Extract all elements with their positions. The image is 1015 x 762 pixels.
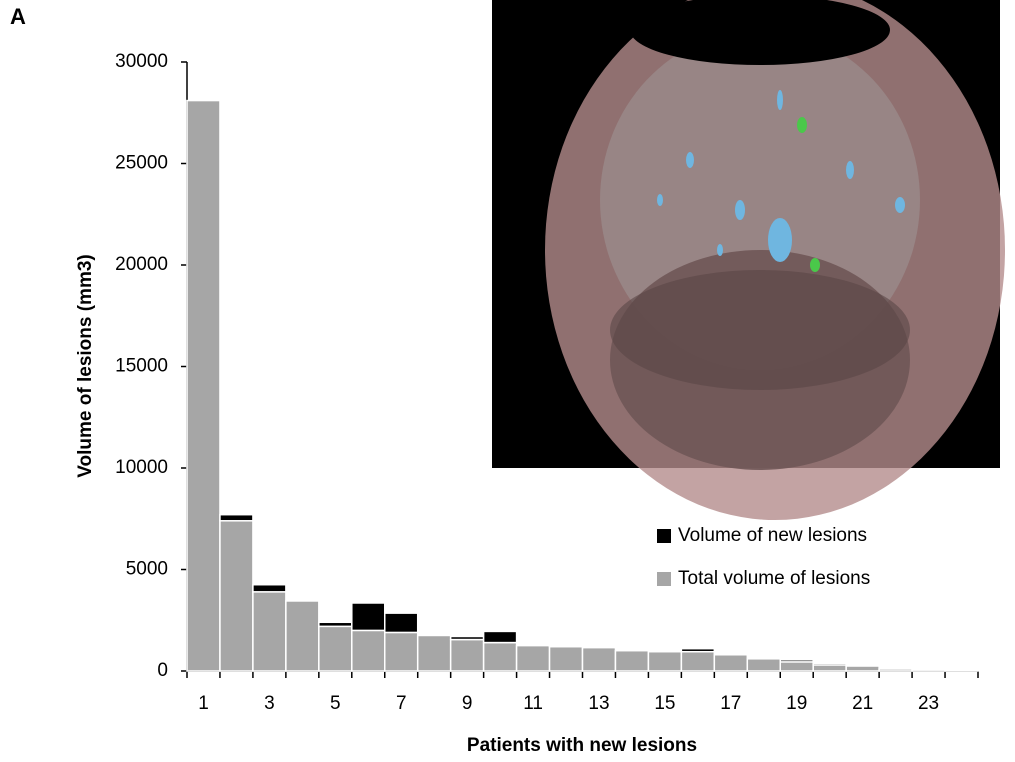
- bar-segment: [845, 665, 880, 672]
- bar-segment: [449, 635, 485, 641]
- x-tick-label: 19: [786, 693, 807, 714]
- legend-swatch: [657, 529, 671, 543]
- y-tick-label: 10000: [115, 457, 168, 478]
- x-tick-label: 11: [523, 693, 543, 714]
- bar-segment: [614, 649, 650, 672]
- y-tick-label: 25000: [115, 153, 168, 174]
- bar-segment: [581, 646, 617, 672]
- bar-segment: [482, 630, 518, 644]
- bar-segment: [911, 668, 946, 672]
- y-axis-title: Volume of lesions (mm3): [75, 254, 96, 477]
- x-tick-label: 9: [462, 693, 473, 714]
- bar-segment: [351, 629, 386, 672]
- bar-segment: [515, 644, 551, 672]
- bar-segment: [219, 513, 254, 522]
- x-tick-label: 5: [330, 693, 341, 714]
- bar-segment: [384, 631, 419, 672]
- bar-segment: [285, 600, 320, 672]
- x-tick-label: 17: [720, 693, 741, 714]
- bar-segment: [680, 650, 716, 672]
- bar-segment: [812, 662, 847, 666]
- bar-segment: [384, 612, 419, 634]
- bar-segment: [318, 621, 353, 628]
- bar-segment: [713, 654, 749, 672]
- y-tick-label: 15000: [115, 356, 168, 377]
- bar-segment: [746, 658, 782, 672]
- bar-segment: [219, 520, 254, 672]
- bar-segment: [318, 625, 353, 672]
- brain-image: [492, 0, 1005, 520]
- bar-segment: [647, 650, 683, 672]
- y-tick-label: 30000: [115, 51, 168, 72]
- panel-label: A: [10, 4, 26, 29]
- legend-swatch: [657, 572, 671, 586]
- bar-segment: [449, 638, 485, 672]
- legend-label: Volume of new lesions: [678, 525, 867, 546]
- y-tick-label: 0: [157, 660, 168, 681]
- x-tick-label: 13: [588, 693, 609, 714]
- bar-segment: [482, 641, 518, 672]
- bar-segment: [779, 661, 814, 672]
- bar-segment: [845, 664, 880, 667]
- x-tick-label: 15: [654, 693, 675, 714]
- bar-segment: [351, 602, 386, 632]
- bar-segment: [252, 583, 287, 593]
- bar-segment: [779, 659, 814, 663]
- x-tick-label: 23: [918, 693, 939, 714]
- bar-segment: [812, 664, 847, 672]
- bar-segment: [548, 645, 584, 672]
- x-tick-label: 3: [264, 693, 275, 714]
- bar-segment: [186, 99, 221, 672]
- x-tick-label: 7: [396, 693, 407, 714]
- x-axis-title: Patients with new lesions: [467, 735, 697, 756]
- bar-segment: [713, 653, 749, 656]
- bar-segment: [252, 591, 287, 672]
- y-tick-label: 5000: [126, 559, 168, 580]
- x-tick-label: 1: [198, 693, 209, 714]
- legend-label: Total volume of lesions: [678, 568, 870, 589]
- bar-segment: [680, 647, 716, 653]
- bar-segment: [878, 668, 913, 672]
- y-tick-label: 20000: [115, 254, 168, 275]
- bar-segment: [548, 644, 584, 648]
- x-tick-label: 21: [852, 693, 873, 714]
- bar-segment: [416, 634, 452, 672]
